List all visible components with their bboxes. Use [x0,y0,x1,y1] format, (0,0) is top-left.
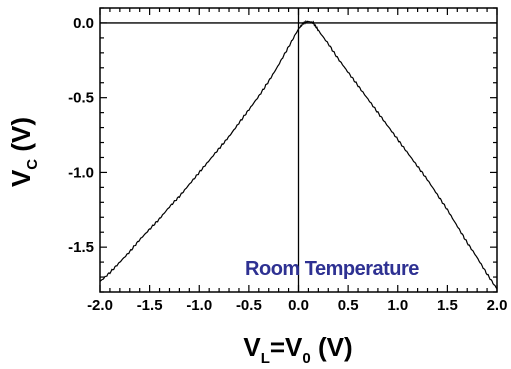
y-tick-labels: 0.0 -0.5 -1.0 -1.5 [68,15,94,256]
x-tick-label: 0.0 [288,297,309,314]
x-tick-label: -1.5 [137,297,163,314]
x-axis-label: VL=V0 (V) [243,332,352,367]
x-tick-labels: -2.0 -1.5 -1.0 -0.5 0.0 0.5 1.0 1.5 2.0 [87,297,507,314]
y-tick-label: -1.0 [68,164,94,181]
y-axis-label: VC (V) [6,117,41,187]
x-tick-label: -1.0 [186,297,212,314]
plot-frame [99,7,498,293]
x-tick-label: 1.0 [387,297,408,314]
reference-lines [100,8,497,292]
y-tick-label: -0.5 [68,90,94,107]
x-tick-label: 1.5 [437,297,458,314]
x-tick-label: 2.0 [487,297,508,314]
x-tick-label: -0.5 [236,297,262,314]
y-tick-label: 0.0 [73,15,94,32]
x-tick-label: -2.0 [87,297,113,314]
data-series-line [99,19,498,290]
y-tick-label: -1.5 [68,239,94,256]
room-temperature-annotation: Room Temperature [245,258,419,280]
x-tick-label: 0.5 [338,297,359,314]
